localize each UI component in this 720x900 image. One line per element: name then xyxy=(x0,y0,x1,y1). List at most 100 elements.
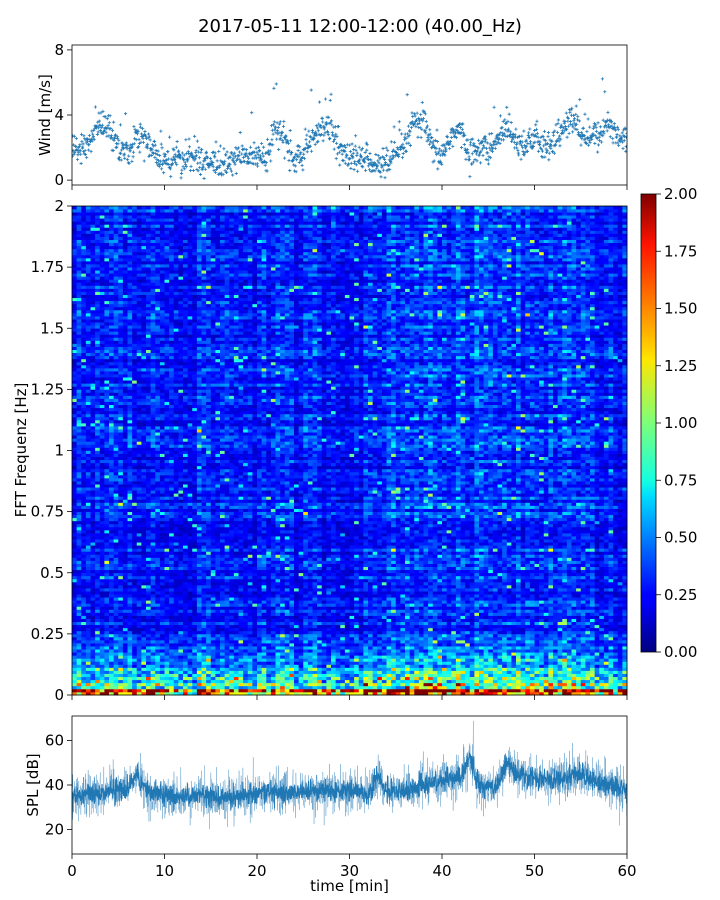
heatmap-cell xyxy=(136,612,142,616)
heatmap-cell xyxy=(261,643,267,647)
heatmap-cell xyxy=(113,643,119,647)
heatmap-cell xyxy=(146,609,151,613)
heatmap-cell xyxy=(386,636,392,641)
heatmap-cell xyxy=(104,661,110,665)
heatmap-cell xyxy=(335,621,341,626)
heatmap-cell xyxy=(543,630,549,635)
heatmap-cell xyxy=(474,676,480,681)
heatmap-cell xyxy=(585,667,591,671)
heatmap-cell xyxy=(206,664,212,668)
heatmap-cell xyxy=(386,685,392,690)
heatmap-cell xyxy=(72,639,77,644)
heatmap-cell xyxy=(432,633,438,638)
heatmap-cell xyxy=(562,682,568,687)
heatmap-cell xyxy=(220,685,225,690)
heatmap-cell xyxy=(307,633,313,638)
heatmap-cell xyxy=(95,633,101,638)
heatmap-cell xyxy=(553,688,558,693)
heatmap-cell xyxy=(261,667,267,671)
heatmap-cell xyxy=(502,621,508,626)
heatmap-cell xyxy=(321,655,327,659)
heatmap-cell xyxy=(423,655,429,659)
heatmap-cell xyxy=(173,603,179,607)
heatmap-cell xyxy=(76,679,82,684)
heatmap-cell xyxy=(289,667,295,671)
wind-point xyxy=(182,158,186,162)
wind-point xyxy=(104,130,108,134)
heatmap-cell xyxy=(603,646,609,650)
heatmap-cell xyxy=(81,667,87,671)
heatmap-cell xyxy=(617,646,623,650)
heatmap-cell xyxy=(210,679,216,684)
heatmap-cell xyxy=(81,630,87,635)
heatmap-cell xyxy=(414,615,420,619)
heatmap-cell xyxy=(548,688,554,693)
heatmap-cell xyxy=(109,646,114,650)
heatmap-cell xyxy=(608,618,614,622)
heatmap-cell xyxy=(479,627,484,632)
heatmap-cell xyxy=(335,661,341,665)
heatmap-cell xyxy=(442,627,447,632)
heatmap-cell xyxy=(183,676,188,681)
heatmap-cell xyxy=(502,609,508,613)
heatmap-cell xyxy=(146,679,151,684)
heatmap-cell xyxy=(590,606,595,610)
heatmap-cell xyxy=(442,624,447,629)
heatmap-cell xyxy=(104,685,110,690)
heatmap-cell xyxy=(307,658,313,662)
heatmap-cell xyxy=(469,661,475,665)
heatmap-cell xyxy=(553,630,558,635)
heatmap-cell xyxy=(178,676,184,681)
heatmap-cell xyxy=(243,639,249,644)
heatmap-cell xyxy=(506,633,512,638)
heatmap-cell xyxy=(187,679,193,684)
heatmap-cell xyxy=(455,603,461,607)
heatmap-cell xyxy=(331,633,336,638)
heatmap-cell xyxy=(81,612,87,616)
heatmap-cell xyxy=(395,667,401,671)
heatmap-cell xyxy=(280,670,286,674)
heatmap-cell xyxy=(506,612,512,616)
heatmap-cell xyxy=(465,667,471,671)
heatmap-cell xyxy=(206,606,212,610)
heatmap-cell xyxy=(608,633,614,638)
heatmap-cell xyxy=(460,649,466,653)
heatmap-cell xyxy=(400,655,406,659)
heatmap-cell xyxy=(525,676,531,681)
heatmap-cell xyxy=(543,624,549,629)
heatmap-cell xyxy=(95,676,101,681)
heatmap-cell xyxy=(414,606,420,610)
heatmap-cell xyxy=(247,624,253,629)
heatmap-cell xyxy=(613,633,619,638)
heatmap-cell xyxy=(446,688,452,693)
heatmap-cell xyxy=(599,639,605,644)
heatmap-cell xyxy=(270,627,276,632)
heatmap-cell xyxy=(349,673,355,678)
heatmap-cell xyxy=(525,646,531,650)
heatmap-cell xyxy=(557,664,563,668)
heatmap-cell xyxy=(349,636,355,641)
heatmap-cell xyxy=(617,627,623,632)
heatmap-cell xyxy=(146,643,151,647)
heatmap-cell xyxy=(608,630,614,635)
heatmap-cell xyxy=(210,652,216,656)
heatmap-cell xyxy=(127,612,133,616)
heatmap-cell xyxy=(562,639,568,644)
heatmap-cell xyxy=(321,615,327,619)
heatmap-cell xyxy=(423,685,429,690)
heatmap-cell xyxy=(183,658,188,662)
heatmap-cell xyxy=(187,639,193,644)
heatmap-cell xyxy=(275,670,281,674)
heatmap-cell xyxy=(261,609,267,613)
heatmap-cell xyxy=(81,646,87,650)
heatmap-cell xyxy=(238,682,244,687)
heatmap-cell xyxy=(155,676,161,681)
heatmap-cell xyxy=(368,636,373,641)
heatmap-cell xyxy=(159,624,165,629)
heatmap-cell xyxy=(372,606,378,610)
heatmap-cell xyxy=(391,603,397,607)
heatmap-cell xyxy=(617,655,623,659)
heatmap-cell xyxy=(104,612,110,616)
heatmap-cell xyxy=(85,618,91,622)
heatmap-cell xyxy=(483,639,489,644)
